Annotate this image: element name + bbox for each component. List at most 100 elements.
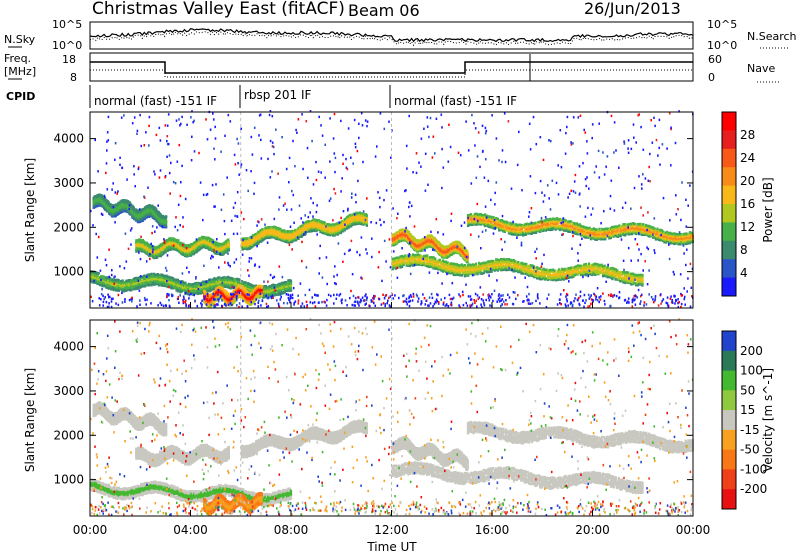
heatmap-cell xyxy=(175,285,178,289)
heatmap-cell xyxy=(193,292,196,295)
heatmap-cell xyxy=(214,280,217,284)
heatmap-cell xyxy=(170,277,173,281)
heatmap-cell xyxy=(122,281,126,284)
heatmap-cell xyxy=(235,283,239,287)
heatmap-cell xyxy=(213,279,216,283)
heatmap-cell xyxy=(262,286,265,290)
heatmap-cell xyxy=(249,284,252,288)
heatmap-cell xyxy=(287,281,290,285)
heatmap-cell xyxy=(136,284,139,287)
heatmap-cell xyxy=(250,284,254,287)
heatmap-cell xyxy=(264,291,267,294)
heatmap-cell xyxy=(110,279,113,282)
heatmap-cell xyxy=(278,286,281,290)
heatmap-cell xyxy=(219,280,222,284)
heatmap-cell xyxy=(190,286,193,289)
heatmap-cell xyxy=(164,277,167,280)
nsky-trace xyxy=(89,28,694,43)
heatmap-cell xyxy=(267,286,270,289)
noise-panel-frame xyxy=(89,21,694,50)
heatmap-cell xyxy=(155,273,158,277)
heatmap-cell xyxy=(289,288,293,292)
heatmap-cell xyxy=(139,282,142,285)
heatmap-cell xyxy=(164,224,168,227)
heatmap-cell xyxy=(287,279,290,282)
cpid-segment-label: rbsp 201 IF xyxy=(244,88,311,102)
heatmap-cell xyxy=(144,275,147,279)
heatmap-cell xyxy=(211,239,215,243)
heatmap-cell xyxy=(278,291,281,295)
heatmap-cell xyxy=(273,292,276,295)
heatmap-cell xyxy=(120,287,123,290)
heatmap-cell xyxy=(211,284,215,288)
heatmap-cell xyxy=(115,287,118,291)
heatmap-cell xyxy=(90,274,93,278)
heatmap-cell xyxy=(144,277,147,280)
heatmap-cell xyxy=(204,286,207,290)
heatmap-cell xyxy=(201,280,205,284)
heatmap-cell xyxy=(118,286,122,289)
heatmap-cell xyxy=(161,276,164,279)
heatmap-cell xyxy=(282,285,285,288)
heatmap-cell xyxy=(211,278,215,282)
freq-trace xyxy=(90,61,693,74)
heatmap-cell xyxy=(95,273,98,277)
heatmap-cell xyxy=(149,281,152,284)
heatmap-cell xyxy=(260,285,263,288)
heatmap-cell xyxy=(268,290,271,294)
heatmap-cell xyxy=(289,286,293,290)
heatmap-cell xyxy=(128,283,132,287)
heatmap-cell xyxy=(121,289,124,293)
heatmap-cell xyxy=(275,284,279,287)
heatmap-cell xyxy=(166,278,169,282)
heatmap-cell xyxy=(215,285,218,288)
heatmap-cell xyxy=(180,283,183,286)
heatmap-cell xyxy=(268,288,271,291)
heatmap-cell xyxy=(126,288,129,291)
heatmap-cell xyxy=(216,276,220,280)
heatmap-cell xyxy=(198,285,201,288)
heatmap-cell xyxy=(128,288,132,292)
heatmap-cell xyxy=(141,284,144,287)
heatmap-cell xyxy=(157,273,161,277)
heatmap-cell xyxy=(155,276,158,280)
heatmap-cell xyxy=(280,290,284,294)
heatmap-cell xyxy=(100,283,103,287)
heatmap-cell xyxy=(186,287,190,291)
heatmap-cell xyxy=(146,277,149,281)
nsearch-label: N.Search xyxy=(747,30,797,43)
heatmap-cell xyxy=(139,246,143,250)
heatmap-cell xyxy=(228,279,231,283)
heatmap-cell xyxy=(195,285,198,288)
heatmap-cell xyxy=(166,275,169,279)
heatmap-cell xyxy=(282,290,285,294)
heatmap-cell xyxy=(161,282,164,286)
heatmap-cell xyxy=(263,292,266,295)
heatmap-cell xyxy=(144,284,147,288)
heatmap-cell xyxy=(224,284,227,287)
heatmap-cell xyxy=(90,279,93,283)
heatmap-cell xyxy=(213,284,216,288)
heatmap-cell xyxy=(287,285,290,288)
heatmap-cell xyxy=(126,279,129,283)
heatmap-cell xyxy=(101,282,104,286)
heatmap-cell xyxy=(230,283,234,287)
heatmap-cell xyxy=(211,280,215,284)
heatmap-cell xyxy=(146,282,149,286)
heatmap-cell xyxy=(144,278,147,282)
heatmap-cell xyxy=(152,272,156,276)
heatmap-cell xyxy=(238,281,241,284)
heatmap-cell xyxy=(97,280,100,284)
heatmap-cell xyxy=(189,287,192,291)
cpid-bar: CPID normal (fast) -151 IF rbsp 201 IF n… xyxy=(6,85,517,108)
heatmap-cell xyxy=(169,280,172,283)
heatmap-cell xyxy=(123,289,127,292)
heatmap-cell xyxy=(216,279,220,283)
heatmap-cell xyxy=(184,288,187,291)
heatmap-cell xyxy=(210,281,213,284)
heatmap-cell xyxy=(209,280,212,284)
heatmap-cell xyxy=(189,284,192,287)
freq-panel: Freq. [MHz] 18 8 60 0 Nave xyxy=(4,52,780,84)
heatmap-cell xyxy=(175,278,178,282)
heatmap-cell xyxy=(125,285,128,288)
